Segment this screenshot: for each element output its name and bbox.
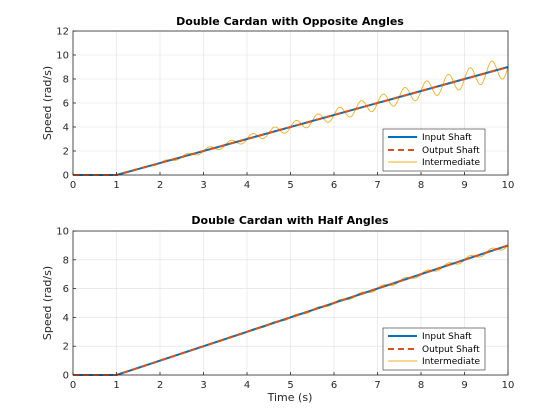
x-tick-label: 4 xyxy=(244,180,250,191)
tick-labels: 0 1 2 3 4 5 6 7 8 9 10 0 2 4 6 8 10 xyxy=(56,227,514,392)
x-tick-label: 9 xyxy=(461,380,467,391)
x-tick-label: 10 xyxy=(502,180,515,191)
x-tick-label: 7 xyxy=(374,180,380,191)
legend-entry-intermediate: Intermediate xyxy=(422,158,481,168)
y-axis-label: Speed (rad/s) xyxy=(41,266,54,340)
legend-entry-output-shaft: Output Shaft xyxy=(422,345,480,355)
x-tick-label: 5 xyxy=(287,380,293,391)
legend-entry-output-shaft: Output Shaft xyxy=(422,146,480,156)
legend-entry-input-shaft: Input Shaft xyxy=(422,133,472,143)
x-axis-label: Time (s) xyxy=(267,391,313,404)
x-tick-label: 2 xyxy=(157,380,163,391)
y-tick-label: 10 xyxy=(56,51,69,62)
y-tick-label: 2 xyxy=(63,342,69,353)
y-tick-label: 8 xyxy=(63,75,69,86)
x-tick-label: 6 xyxy=(331,380,337,391)
x-tick-label: 4 xyxy=(244,380,250,391)
y-tick-label: 4 xyxy=(63,123,69,134)
x-tick-label: 8 xyxy=(418,180,424,191)
legend: Input Shaft Output Shaft Intermediate xyxy=(382,327,486,371)
chart-half-angles: Double Cardan with Half Angles 0 1 2 3 4 5 6 7 8… xyxy=(41,214,514,404)
x-tick-label: 6 xyxy=(331,180,337,191)
x-tick-label: 0 xyxy=(70,380,76,391)
y-axis-label: Speed (rad/s) xyxy=(41,66,54,140)
x-tick-label: 7 xyxy=(374,380,380,391)
x-tick-label: 8 xyxy=(418,380,424,391)
y-tick-label: 10 xyxy=(56,227,69,238)
x-tick-label: 9 xyxy=(461,180,467,191)
legend-entry-intermediate: Intermediate xyxy=(422,357,481,367)
x-tick-label: 5 xyxy=(287,180,293,191)
x-tick-label: 10 xyxy=(502,380,515,391)
y-tick-label: 4 xyxy=(63,313,69,324)
chart-title: Double Cardan with Opposite Angles xyxy=(176,15,404,28)
legend: Input Shaft Output Shaft Intermediate xyxy=(382,128,486,172)
y-tick-label: 0 xyxy=(63,171,69,182)
chart-title: Double Cardan with Half Angles xyxy=(191,214,389,227)
y-tick-label: 2 xyxy=(63,147,69,158)
y-tick-label: 0 xyxy=(63,371,69,382)
x-tick-label: 1 xyxy=(113,180,119,191)
x-tick-label: 1 xyxy=(113,380,119,391)
y-tick-label: 6 xyxy=(63,99,69,110)
x-tick-label: 2 xyxy=(157,180,163,191)
y-tick-label: 6 xyxy=(63,284,69,295)
x-tick-label: 3 xyxy=(200,180,206,191)
y-tick-label: 8 xyxy=(63,255,69,266)
y-tick-label: 12 xyxy=(56,27,69,38)
x-tick-label: 3 xyxy=(200,380,206,391)
x-tick-label: 0 xyxy=(70,180,76,191)
legend-entry-input-shaft: Input Shaft xyxy=(422,332,472,342)
